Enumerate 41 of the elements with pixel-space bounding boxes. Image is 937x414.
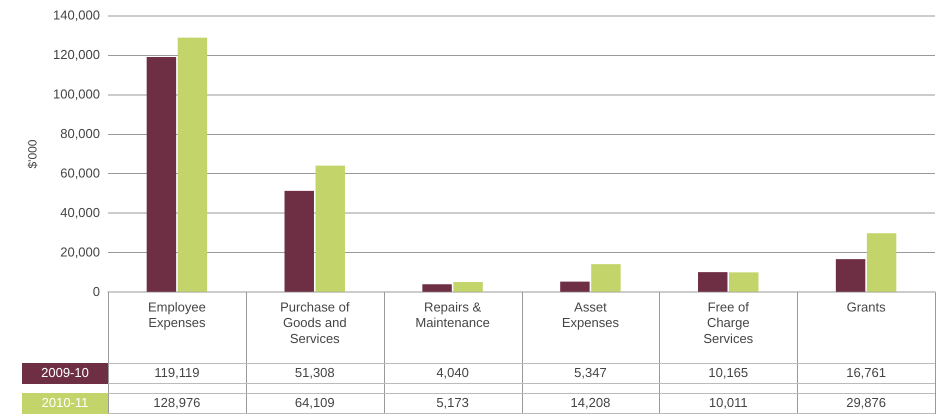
x-tick-label: Asset Expenses bbox=[562, 300, 620, 330]
x-tick-label: Grants bbox=[846, 300, 886, 315]
bar bbox=[422, 284, 452, 292]
bar bbox=[146, 57, 176, 292]
bar bbox=[836, 259, 866, 292]
bar bbox=[560, 282, 590, 292]
bar bbox=[316, 166, 345, 292]
bar bbox=[284, 190, 314, 292]
y-tick-label: 100,000 bbox=[53, 86, 100, 102]
data-label: 5,173 bbox=[436, 395, 469, 410]
y-tick-label: 0 bbox=[92, 284, 100, 299]
y-tick-label: 120,000 bbox=[53, 46, 100, 62]
data-label: 128,976 bbox=[153, 395, 200, 410]
data-label: 4,040 bbox=[436, 365, 469, 380]
bar bbox=[866, 233, 896, 292]
bar bbox=[453, 282, 483, 292]
y-tick-label: 20,000 bbox=[60, 244, 100, 260]
text: 2010-11 bbox=[42, 395, 88, 410]
data-label: 64,109 bbox=[294, 395, 335, 410]
data-label: 14,208 bbox=[570, 395, 610, 410]
data-label: 10,165 bbox=[708, 365, 748, 380]
y-tick-label: 140,000 bbox=[53, 7, 100, 22]
x-tick-label: Free of Charge Services bbox=[703, 300, 754, 346]
data-label: 16,761 bbox=[846, 365, 886, 380]
bar bbox=[591, 264, 621, 292]
data-label: 29,876 bbox=[846, 395, 886, 410]
y-tick-label: 80,000 bbox=[60, 126, 100, 141]
y-axis-title: $'000 bbox=[26, 139, 40, 168]
y-tick-label: 40,000 bbox=[60, 204, 100, 220]
data-label: 51,308 bbox=[294, 365, 335, 380]
y-tick-label: 60,000 bbox=[60, 165, 100, 180]
x-tick-label: Repairs & Maintenance bbox=[415, 300, 490, 330]
bar bbox=[698, 272, 728, 292]
data-label: 119,119 bbox=[154, 365, 200, 380]
text: 2009-10 bbox=[41, 365, 89, 380]
bar bbox=[178, 38, 208, 292]
x-tick-label: Employee Expenses bbox=[148, 300, 206, 330]
bar bbox=[729, 272, 758, 292]
data-label: 5,347 bbox=[574, 365, 607, 380]
x-tick-label: Purchase of Goods and Services bbox=[280, 300, 350, 346]
data-label: 10,011 bbox=[708, 395, 748, 410]
